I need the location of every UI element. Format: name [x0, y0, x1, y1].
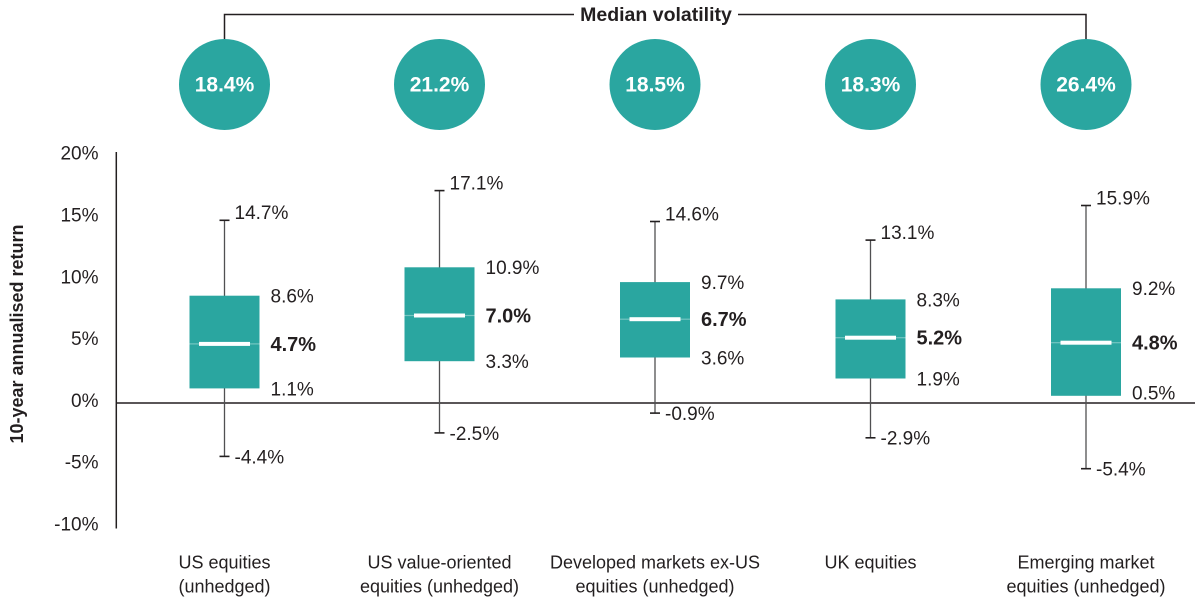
svg-text:-0.9%: -0.9% — [665, 404, 715, 425]
svg-text:3.6%: 3.6% — [701, 348, 744, 369]
svg-text:(unhedged): (unhedged) — [178, 576, 270, 596]
svg-text:0%: 0% — [71, 391, 99, 412]
svg-text:8.3%: 8.3% — [917, 290, 960, 311]
svg-text:7.0%: 7.0% — [486, 306, 532, 328]
svg-text:3.3%: 3.3% — [486, 352, 529, 373]
svg-text:US value-oriented: US value-oriented — [367, 552, 511, 572]
svg-text:Emerging market: Emerging market — [1017, 552, 1154, 572]
svg-text:-5%: -5% — [65, 453, 99, 474]
svg-text:5.2%: 5.2% — [917, 328, 963, 350]
svg-text:10%: 10% — [60, 267, 98, 288]
svg-text:1.1%: 1.1% — [271, 379, 314, 400]
svg-text:20%: 20% — [60, 144, 98, 165]
svg-text:15.9%: 15.9% — [1096, 188, 1150, 209]
svg-text:18.5%: 18.5% — [625, 74, 685, 97]
svg-text:9.2%: 9.2% — [1132, 279, 1175, 300]
svg-text:4.8%: 4.8% — [1132, 333, 1178, 355]
svg-text:17.1%: 17.1% — [450, 174, 504, 195]
svg-text:Developed markets ex-US: Developed markets ex-US — [550, 552, 760, 572]
svg-text:18.4%: 18.4% — [195, 74, 255, 97]
svg-text:-2.9%: -2.9% — [881, 429, 931, 450]
svg-text:UK equities: UK equities — [824, 552, 916, 572]
svg-text:26.4%: 26.4% — [1056, 74, 1116, 97]
svg-text:15%: 15% — [60, 206, 98, 227]
svg-text:0.5%: 0.5% — [1132, 384, 1175, 405]
svg-text:10.9%: 10.9% — [486, 258, 540, 279]
svg-text:-5.4%: -5.4% — [1096, 460, 1146, 481]
svg-text:equities (unhedged): equities (unhedged) — [1006, 576, 1165, 596]
svg-text:21.2%: 21.2% — [410, 74, 470, 97]
svg-text:6.7%: 6.7% — [701, 309, 747, 331]
svg-text:9.7%: 9.7% — [701, 273, 744, 294]
svg-text:14.7%: 14.7% — [235, 203, 289, 224]
svg-text:5%: 5% — [71, 329, 99, 350]
svg-text:14.6%: 14.6% — [665, 204, 719, 225]
svg-text:Median volatility: Median volatility — [580, 4, 732, 26]
svg-text:-4.4%: -4.4% — [235, 447, 285, 468]
svg-text:13.1%: 13.1% — [881, 223, 935, 244]
svg-text:equities (unhedged): equities (unhedged) — [360, 576, 519, 596]
svg-text:-2.5%: -2.5% — [450, 424, 500, 445]
svg-text:4.7%: 4.7% — [271, 334, 317, 356]
svg-text:18.3%: 18.3% — [841, 74, 901, 97]
svg-text:-10%: -10% — [54, 515, 98, 536]
svg-text:US equities: US equities — [178, 552, 270, 572]
svg-text:8.6%: 8.6% — [271, 287, 314, 308]
svg-text:equities (unhedged): equities (unhedged) — [575, 576, 734, 596]
svg-text:1.9%: 1.9% — [917, 369, 960, 390]
svg-text:10-year annualised return: 10-year annualised return — [7, 224, 27, 443]
